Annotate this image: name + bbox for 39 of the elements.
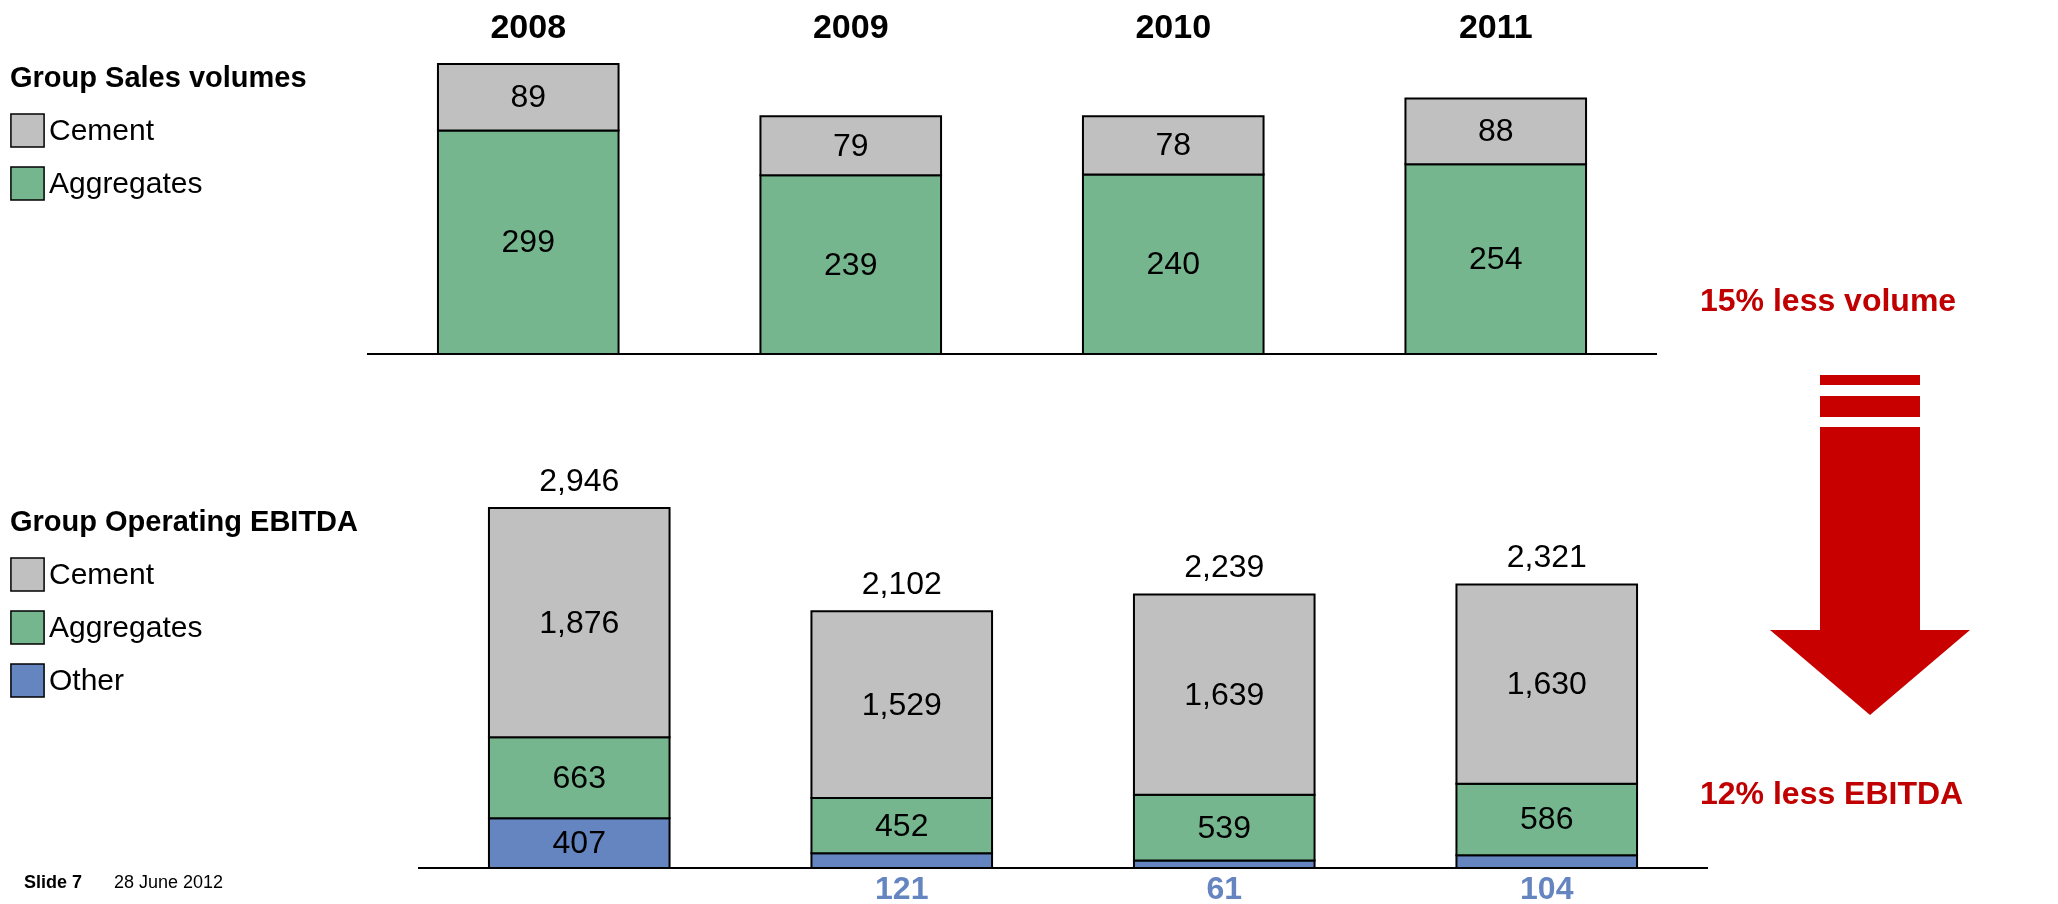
x-tick-label: 2011 xyxy=(1458,6,1533,45)
data-label: 452 xyxy=(875,806,929,843)
data-label: 254 xyxy=(1469,240,1523,277)
x-tick-label: 2009 xyxy=(812,6,889,45)
data-label: 79 xyxy=(832,126,869,163)
data-label: 121 xyxy=(875,870,929,904)
legend-label: Cement xyxy=(49,556,155,590)
data-label: 1,639 xyxy=(1184,675,1265,712)
data-label: 104 xyxy=(1520,870,1574,904)
total-label: 2,946 xyxy=(539,462,620,498)
data-label: 1,876 xyxy=(539,603,620,640)
legend-label: Other xyxy=(49,662,125,696)
legend-label: Cement xyxy=(49,112,155,146)
legend-label: Aggregates xyxy=(49,165,203,199)
total-label: 2,239 xyxy=(1184,548,1265,585)
text: 15% less volume xyxy=(1700,282,1957,319)
data-label: 663 xyxy=(552,758,606,795)
data-label: 78 xyxy=(1155,126,1192,163)
data-label: 240 xyxy=(1146,245,1200,282)
data-label: 539 xyxy=(1197,808,1251,845)
legend-label: Aggregates xyxy=(49,609,203,643)
data-label: 407 xyxy=(552,824,606,861)
legend-title: Group Operating EBITDA xyxy=(10,505,359,537)
total-label: 2,102 xyxy=(861,565,942,602)
x-tick-label: 2010 xyxy=(1135,6,1212,45)
data-label: 89 xyxy=(510,78,547,115)
data-label: 88 xyxy=(1477,112,1514,149)
data-label: 1,630 xyxy=(1506,665,1587,702)
data-label: 299 xyxy=(501,223,555,260)
legend-title: Group Sales volumes xyxy=(10,61,307,93)
x-tick-label: 2008 xyxy=(490,6,567,45)
text: Slide 7 xyxy=(24,872,83,893)
text: 28 June 2012 xyxy=(114,872,224,893)
data-label: 61 xyxy=(1206,870,1243,904)
data-label: 1,529 xyxy=(861,685,942,722)
total-label: 2,321 xyxy=(1506,538,1587,575)
data-label: 239 xyxy=(824,245,878,282)
annotation: 12% less EBITDA xyxy=(1700,775,1964,812)
data-label: 586 xyxy=(1520,800,1574,837)
